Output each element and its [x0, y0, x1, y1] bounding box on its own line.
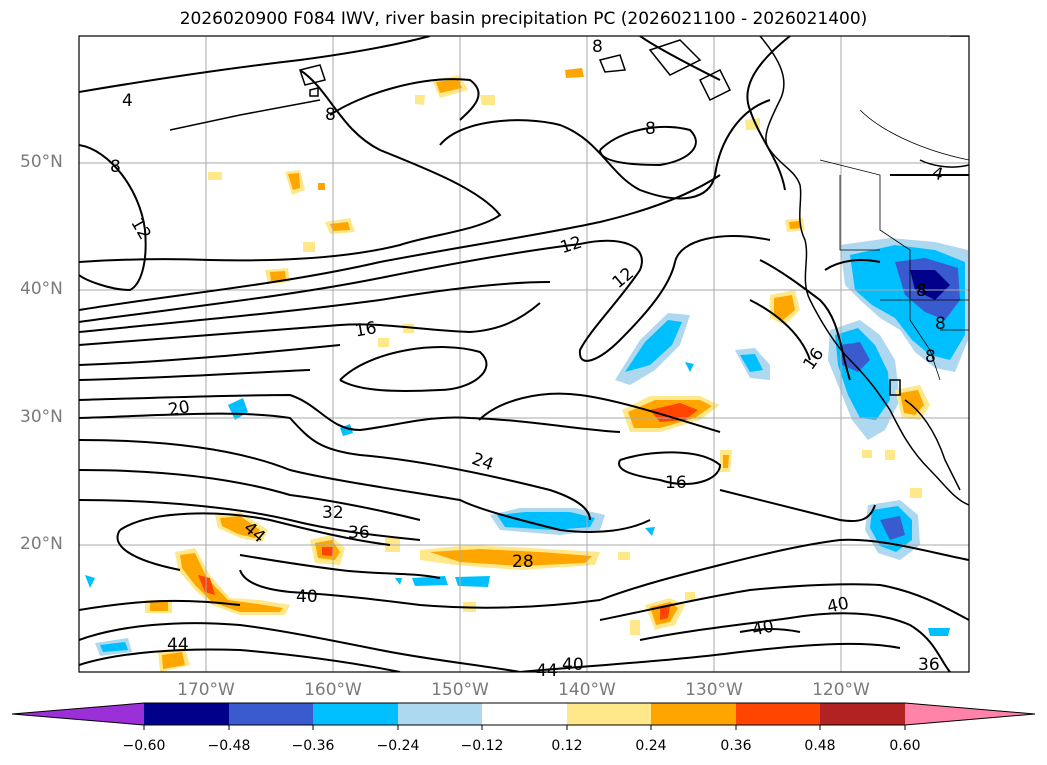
contour-label: 16 — [665, 473, 687, 493]
colorbar-bin — [651, 703, 736, 725]
colorbar-tick-label: −0.36 — [291, 738, 335, 754]
contour-label: 40 — [296, 587, 318, 607]
colorbar-tick-label: −0.48 — [207, 738, 251, 754]
colorbar-tick-label: −0.60 — [122, 738, 166, 754]
map-frame — [78, 35, 970, 673]
colorbar-bin — [482, 703, 567, 725]
contour-label: 44 — [167, 635, 189, 655]
colorbar — [11, 702, 1036, 730]
colorbar-extend-low — [12, 703, 144, 725]
precip-anomaly-shading — [85, 68, 968, 672]
colorbar-tick-label: 0.24 — [635, 738, 667, 754]
contour-label: 36 — [348, 523, 370, 543]
contour-label: 8 — [592, 37, 603, 57]
lon-label-150w: 150°W — [431, 680, 489, 700]
colorbar-tick-label: −0.24 — [376, 738, 420, 754]
negative-anomaly-patch — [85, 238, 968, 656]
lon-label-170w: 170°W — [177, 680, 235, 700]
coastlines — [169, 36, 969, 506]
contour-label: 16 — [353, 318, 378, 341]
contour-label: 8 — [935, 314, 946, 334]
colorbar-bin — [229, 703, 313, 725]
colorbar-tick-label: 0.36 — [720, 738, 752, 754]
lon-label-140w: 140°W — [558, 680, 616, 700]
colorbar-tick-label: 0.48 — [804, 738, 836, 754]
colorbar-tick-label: −0.12 — [460, 738, 504, 754]
contour-label: 8 — [325, 105, 336, 125]
colorbar-bin — [567, 703, 651, 725]
colorbar-bin — [313, 703, 398, 725]
lon-label-120w: 120°W — [812, 680, 870, 700]
colorbar-bin — [144, 703, 229, 725]
contour-label: 8 — [110, 157, 121, 177]
colorbar-tick-label: 0.12 — [551, 738, 583, 754]
contour-label: 4 — [930, 163, 946, 185]
lon-label-130w: 130°W — [685, 680, 743, 700]
colorbar-bin — [736, 703, 820, 725]
contour-label: 20 — [167, 397, 192, 420]
lat-label-20n: 20°N — [20, 534, 63, 554]
contour-label: 8 — [925, 347, 936, 367]
contour-label: 28 — [512, 552, 534, 572]
contour-label: 40 — [825, 593, 850, 617]
graticule — [79, 36, 969, 672]
contour-label: 44 — [536, 661, 558, 681]
positive-anomaly-patch — [145, 68, 930, 672]
map-title: 2026020900 F084 IWV, river basin precipi… — [179, 9, 868, 29]
contour-label: 4 — [122, 91, 133, 111]
lat-label-40n: 40°N — [20, 279, 63, 299]
colorbar-tick-label: 0.60 — [889, 738, 921, 754]
lat-label-50n: 50°N — [20, 152, 63, 172]
colorbar-bin — [820, 703, 905, 725]
lon-label-160w: 160°W — [304, 680, 362, 700]
lat-label-30n: 30°N — [20, 407, 63, 427]
state-borders — [819, 109, 969, 381]
colorbar-bin — [398, 703, 482, 725]
contour-label: 40 — [750, 616, 775, 640]
contour-label: 8 — [916, 281, 927, 301]
contour-label: 8 — [645, 119, 656, 139]
map-area — [79, 36, 969, 672]
contour-label: 40 — [562, 655, 584, 675]
contour-label: 32 — [322, 503, 344, 523]
contour-label: 36 — [918, 655, 940, 675]
colorbar-extend-high — [905, 703, 1035, 725]
iwv-contours — [79, 36, 969, 672]
